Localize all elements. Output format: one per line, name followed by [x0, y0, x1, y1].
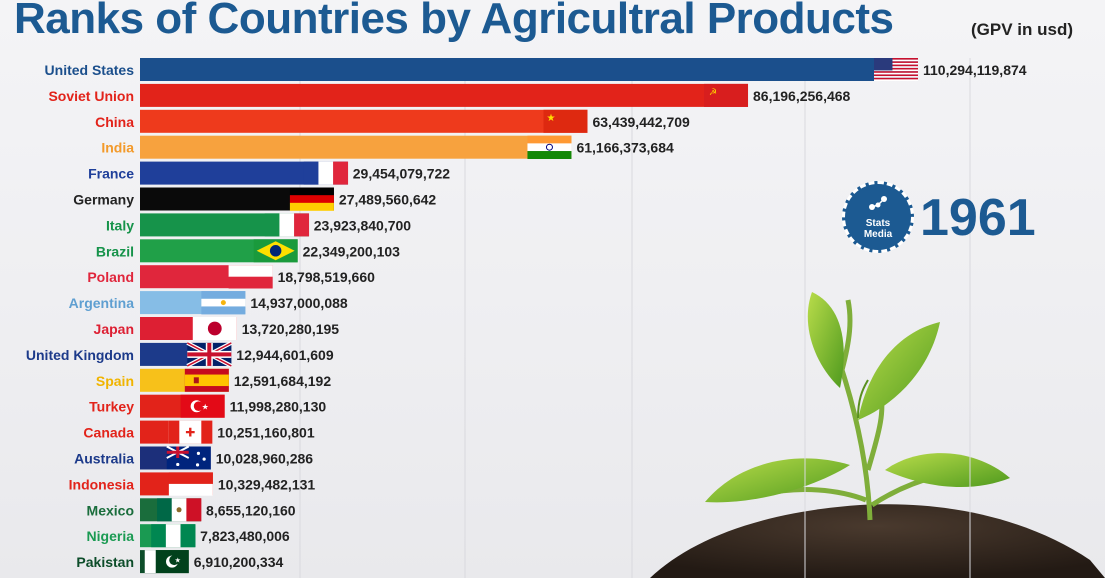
bar-india	[140, 135, 572, 159]
bar-label-france: France	[88, 166, 134, 182]
bar-label-mexico: Mexico	[87, 502, 134, 518]
bar-germany	[140, 187, 334, 211]
bar-united-states	[140, 58, 918, 81]
bar-value-france: 29,454,079,722	[353, 166, 451, 182]
bar-label-germany: Germany	[73, 192, 134, 208]
bar-label-brazil: Brazil	[96, 243, 134, 259]
bar-label-india: India	[101, 140, 134, 156]
bar-value-pakistan: 6,910,200,334	[194, 554, 284, 570]
badge-line2: Media	[863, 229, 893, 240]
france-flag-icon	[303, 161, 349, 185]
bar-label-united-states: United States	[45, 62, 135, 78]
uk-flag-icon	[186, 341, 233, 368]
brazil-flag-icon	[253, 239, 298, 263]
bar-value-turkey: 11,998,280,130	[230, 399, 327, 415]
network-icon	[869, 196, 887, 210]
italy-flag-icon	[264, 213, 310, 237]
bar-china	[140, 109, 588, 133]
bar-label-australia: Australia	[74, 451, 134, 467]
japan-flag-icon	[192, 317, 237, 340]
svg-text:★: ★	[202, 403, 209, 412]
mexico-flag-icon	[157, 498, 202, 522]
bar-label-nigeria: Nigeria	[87, 528, 135, 544]
us-flag-icon	[874, 58, 918, 81]
chart-gridlines	[299, 58, 971, 578]
pakistan-flag-icon: ★	[144, 550, 189, 574]
bar-value-united-kingdom: 12,944,601,609	[236, 347, 334, 363]
svg-text:★: ★	[175, 557, 181, 565]
bar-value-soviet-union: 86,196,256,468	[753, 88, 851, 104]
svg-text:★: ★	[546, 113, 555, 124]
argentina-flag-icon	[201, 291, 246, 315]
svg-text:✚: ✚	[185, 426, 195, 440]
bar-value-japan: 13,720,280,195	[242, 321, 340, 337]
bar-value-indonesia: 10,329,482,131	[218, 476, 316, 492]
bar-value-united-states: 110,294,119,874	[923, 62, 1027, 78]
svg-text:☭: ☭	[709, 87, 717, 97]
stats-media-logo: Stats Media	[842, 181, 914, 253]
bar-label-japan: Japan	[94, 321, 134, 337]
bar-label-soviet-union: Soviet Union	[48, 88, 134, 104]
chart-bars: United States 110,294,119,874 Soviet Union…	[26, 58, 1027, 574]
bar-value-germany: 27,489,560,642	[339, 192, 437, 208]
bar-value-india: 61,166,373,684	[576, 140, 674, 156]
bar-label-canada: Canada	[83, 425, 134, 441]
china-flag-icon: ★	[543, 109, 588, 133]
bar-france	[140, 161, 348, 185]
germany-flag-icon	[289, 187, 334, 211]
bar-value-argentina: 14,937,000,088	[250, 295, 348, 311]
indonesia-flag-icon	[168, 472, 213, 496]
canada-flag-icon: ✚	[168, 420, 213, 444]
badge-line1: Stats	[865, 218, 891, 229]
bar-label-argentina: Argentina	[69, 295, 135, 311]
turkey-flag-icon: ★	[180, 394, 225, 418]
bar-label-pakistan: Pakistan	[76, 554, 134, 570]
bar-label-turkey: Turkey	[89, 399, 134, 415]
bar-value-brazil: 22,349,200,103	[303, 243, 401, 259]
bar-value-australia: 10,028,960,286	[216, 451, 314, 467]
bar-value-china: 63,439,442,709	[592, 114, 690, 130]
chart-title: Ranks of Countries by Agricultral Produc…	[14, 0, 894, 43]
spain-flag-icon	[184, 368, 229, 392]
bar-value-spain: 12,591,684,192	[234, 373, 332, 389]
unit-label: (GPV in usd)	[971, 20, 1073, 39]
bar-label-italy: Italy	[106, 217, 134, 233]
nigeria-flag-icon	[151, 524, 196, 548]
australia-flag-icon	[166, 445, 211, 470]
bar-label-spain: Spain	[96, 373, 134, 389]
poland-flag-icon	[228, 265, 273, 289]
bar-value-canada: 10,251,160,801	[217, 425, 315, 441]
bar-value-nigeria: 7,823,480,006	[200, 528, 290, 544]
bar-label-poland: Poland	[87, 269, 134, 285]
india-flag-icon	[527, 135, 572, 159]
bar-label-china: China	[95, 114, 134, 130]
bar-value-mexico: 8,655,120,160	[206, 502, 296, 518]
bar-soviet-union	[140, 83, 749, 107]
year-label: 1961	[920, 189, 1036, 247]
bar-value-italy: 23,923,840,700	[314, 217, 412, 233]
bar-value-poland: 18,798,519,660	[278, 269, 376, 285]
bar-label-united-kingdom: United Kingdom	[26, 347, 134, 363]
bar-label-indonesia: Indonesia	[69, 476, 135, 492]
ussr-flag-icon: ☭	[704, 83, 749, 107]
